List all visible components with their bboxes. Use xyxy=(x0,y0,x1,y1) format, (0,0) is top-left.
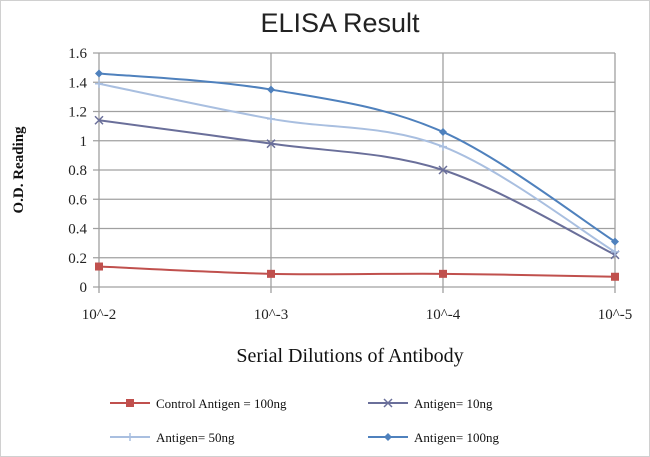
series-3 xyxy=(95,69,619,246)
data-point xyxy=(267,85,275,94)
x-tick-label: 10^-2 xyxy=(82,307,117,323)
data-point xyxy=(95,262,103,271)
x-tick-label: 10^-5 xyxy=(598,307,633,323)
data-point xyxy=(439,269,447,278)
legend-label: Control Antigen = 100ng xyxy=(156,396,287,411)
y-tick-label: 1 xyxy=(80,134,88,150)
legend-marker xyxy=(126,399,134,407)
legend-item: Antigen= 50ng xyxy=(110,430,235,445)
series-1 xyxy=(94,115,620,260)
y-tick-label: 0.2 xyxy=(68,251,87,267)
x-axis-label: Serial Dilutions of Antibody xyxy=(236,345,463,367)
legend-item: Control Antigen = 100ng xyxy=(110,396,287,411)
legend-item: Antigen= 100ng xyxy=(368,430,499,445)
data-point xyxy=(611,237,619,246)
data-point xyxy=(95,79,103,88)
y-tick-label: 0.6 xyxy=(68,192,87,208)
x-tick-label: 10^-4 xyxy=(426,307,461,323)
chart-title: ELISA Result xyxy=(260,8,420,38)
y-tick-label: 1.4 xyxy=(68,75,87,91)
series-line xyxy=(98,265,616,278)
data-point xyxy=(611,272,619,281)
x-tick-label: 10^-3 xyxy=(254,307,289,323)
series-line xyxy=(98,82,616,253)
data-point xyxy=(438,165,448,175)
y-tick-label: 0.4 xyxy=(68,222,87,238)
data-point xyxy=(95,69,103,78)
legend-marker xyxy=(384,433,392,441)
legend-label: Antigen= 10ng xyxy=(414,396,493,411)
series-line xyxy=(98,119,616,256)
series-0 xyxy=(95,262,619,281)
y-tick-label: 0.8 xyxy=(68,163,87,179)
y-tick-label: 0 xyxy=(80,280,88,296)
data-point xyxy=(267,114,275,123)
legend-item: Antigen= 10ng xyxy=(368,396,493,411)
y-axis-label: O.D. Reading xyxy=(11,126,27,214)
y-tick-label: 1.2 xyxy=(68,105,87,121)
legend-label: Antigen= 50ng xyxy=(156,430,235,445)
y-tick-label: 1.6 xyxy=(68,46,87,62)
data-point xyxy=(94,115,104,125)
legend-label: Antigen= 100ng xyxy=(414,430,499,445)
legend-marker xyxy=(126,433,134,441)
data-point xyxy=(266,139,276,149)
data-point xyxy=(439,127,447,136)
data-point xyxy=(611,247,619,256)
data-point xyxy=(267,269,275,278)
series-line xyxy=(98,72,616,243)
legend-marker xyxy=(383,398,393,408)
series-2 xyxy=(95,79,619,256)
data-point xyxy=(439,142,447,151)
